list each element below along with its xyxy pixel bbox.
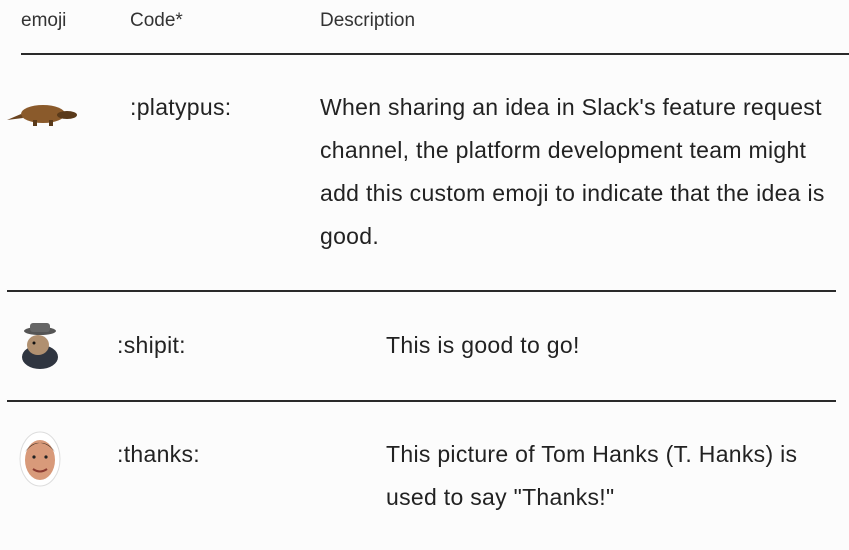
header-emoji: emoji (21, 10, 67, 31)
description: When sharing an idea in Slack's feature … (320, 94, 825, 249)
thanks-emoji (19, 431, 61, 487)
row-rule (7, 400, 836, 402)
platypus-emoji (7, 105, 77, 126)
header-description: Description (320, 10, 416, 31)
code: :platypus: (130, 94, 232, 120)
description: This picture of Tom Hanks (T. Hanks) is … (386, 441, 798, 510)
code: :shipit: (117, 332, 186, 358)
code: :thanks: (117, 441, 200, 467)
row-rule (7, 290, 836, 292)
shipit-emoji (22, 323, 58, 369)
description: This is good to go! (386, 332, 580, 358)
header-code: Code* (130, 10, 183, 31)
header-rule (21, 53, 849, 55)
